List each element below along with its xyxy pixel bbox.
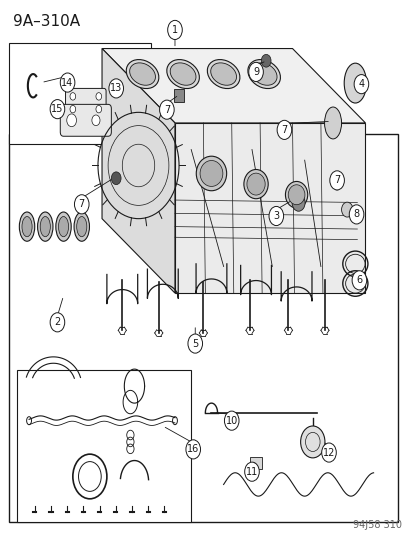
Circle shape bbox=[96, 93, 101, 100]
Ellipse shape bbox=[58, 216, 69, 237]
Ellipse shape bbox=[343, 63, 366, 103]
Text: 9A–310A: 9A–310A bbox=[13, 14, 80, 29]
Text: 8: 8 bbox=[353, 209, 359, 220]
Ellipse shape bbox=[74, 212, 89, 241]
Text: 11: 11 bbox=[245, 467, 257, 477]
Text: 7: 7 bbox=[333, 175, 339, 185]
Ellipse shape bbox=[332, 178, 340, 190]
Circle shape bbox=[185, 440, 200, 459]
Text: 16: 16 bbox=[187, 445, 199, 454]
Ellipse shape bbox=[170, 63, 195, 85]
Circle shape bbox=[261, 54, 271, 67]
Ellipse shape bbox=[166, 60, 199, 88]
Text: 7: 7 bbox=[280, 125, 287, 135]
Ellipse shape bbox=[22, 216, 32, 237]
Circle shape bbox=[50, 313, 64, 332]
Text: 6: 6 bbox=[356, 276, 362, 285]
Ellipse shape bbox=[324, 107, 341, 139]
Circle shape bbox=[70, 106, 76, 113]
Circle shape bbox=[109, 79, 123, 98]
Ellipse shape bbox=[196, 156, 226, 191]
Circle shape bbox=[329, 171, 344, 190]
Text: 7: 7 bbox=[78, 199, 85, 209]
FancyBboxPatch shape bbox=[60, 104, 111, 136]
Circle shape bbox=[188, 334, 202, 353]
Text: 10: 10 bbox=[225, 416, 237, 426]
Circle shape bbox=[300, 426, 324, 458]
Circle shape bbox=[167, 20, 182, 39]
Circle shape bbox=[224, 411, 238, 430]
Ellipse shape bbox=[207, 60, 239, 88]
Text: 9: 9 bbox=[252, 67, 259, 77]
Circle shape bbox=[351, 271, 366, 290]
FancyBboxPatch shape bbox=[65, 88, 106, 117]
Ellipse shape bbox=[287, 185, 304, 205]
Text: 5: 5 bbox=[192, 338, 198, 349]
Circle shape bbox=[248, 62, 263, 82]
Circle shape bbox=[276, 120, 291, 140]
Ellipse shape bbox=[285, 181, 307, 208]
Bar bbox=[174, 89, 183, 102]
Ellipse shape bbox=[129, 63, 155, 85]
Circle shape bbox=[74, 195, 89, 214]
Text: 4: 4 bbox=[358, 79, 363, 89]
Circle shape bbox=[353, 75, 368, 94]
Circle shape bbox=[268, 206, 283, 225]
Ellipse shape bbox=[199, 160, 222, 187]
Ellipse shape bbox=[210, 63, 236, 85]
Circle shape bbox=[244, 462, 259, 481]
Circle shape bbox=[321, 443, 335, 462]
Ellipse shape bbox=[126, 60, 159, 88]
Bar bbox=[9, 134, 397, 522]
Circle shape bbox=[66, 114, 76, 127]
Bar bbox=[249, 457, 261, 469]
Ellipse shape bbox=[76, 216, 87, 237]
Ellipse shape bbox=[40, 216, 50, 237]
Ellipse shape bbox=[38, 212, 53, 241]
Polygon shape bbox=[102, 49, 175, 293]
Text: 13: 13 bbox=[110, 83, 122, 93]
Bar bbox=[17, 370, 191, 522]
Circle shape bbox=[70, 93, 76, 100]
Bar bbox=[9, 43, 150, 144]
Circle shape bbox=[96, 106, 101, 113]
Circle shape bbox=[341, 202, 352, 217]
Ellipse shape bbox=[19, 212, 35, 241]
Text: 15: 15 bbox=[51, 104, 64, 114]
Text: 3: 3 bbox=[273, 211, 279, 221]
Ellipse shape bbox=[247, 60, 280, 88]
Text: 1: 1 bbox=[171, 25, 178, 35]
Text: 94J58 310: 94J58 310 bbox=[352, 520, 401, 530]
Circle shape bbox=[292, 194, 304, 211]
Circle shape bbox=[349, 205, 363, 224]
Ellipse shape bbox=[56, 212, 71, 241]
Circle shape bbox=[111, 172, 121, 184]
Ellipse shape bbox=[243, 169, 268, 199]
Circle shape bbox=[60, 73, 75, 92]
Polygon shape bbox=[175, 123, 365, 293]
Circle shape bbox=[50, 100, 64, 119]
Circle shape bbox=[159, 100, 174, 119]
Text: 7: 7 bbox=[164, 104, 170, 115]
Polygon shape bbox=[102, 49, 365, 123]
Text: 2: 2 bbox=[54, 317, 60, 327]
Ellipse shape bbox=[246, 173, 264, 195]
Text: 14: 14 bbox=[61, 78, 74, 87]
Circle shape bbox=[92, 115, 100, 126]
Ellipse shape bbox=[251, 63, 276, 85]
Text: 12: 12 bbox=[322, 448, 335, 457]
